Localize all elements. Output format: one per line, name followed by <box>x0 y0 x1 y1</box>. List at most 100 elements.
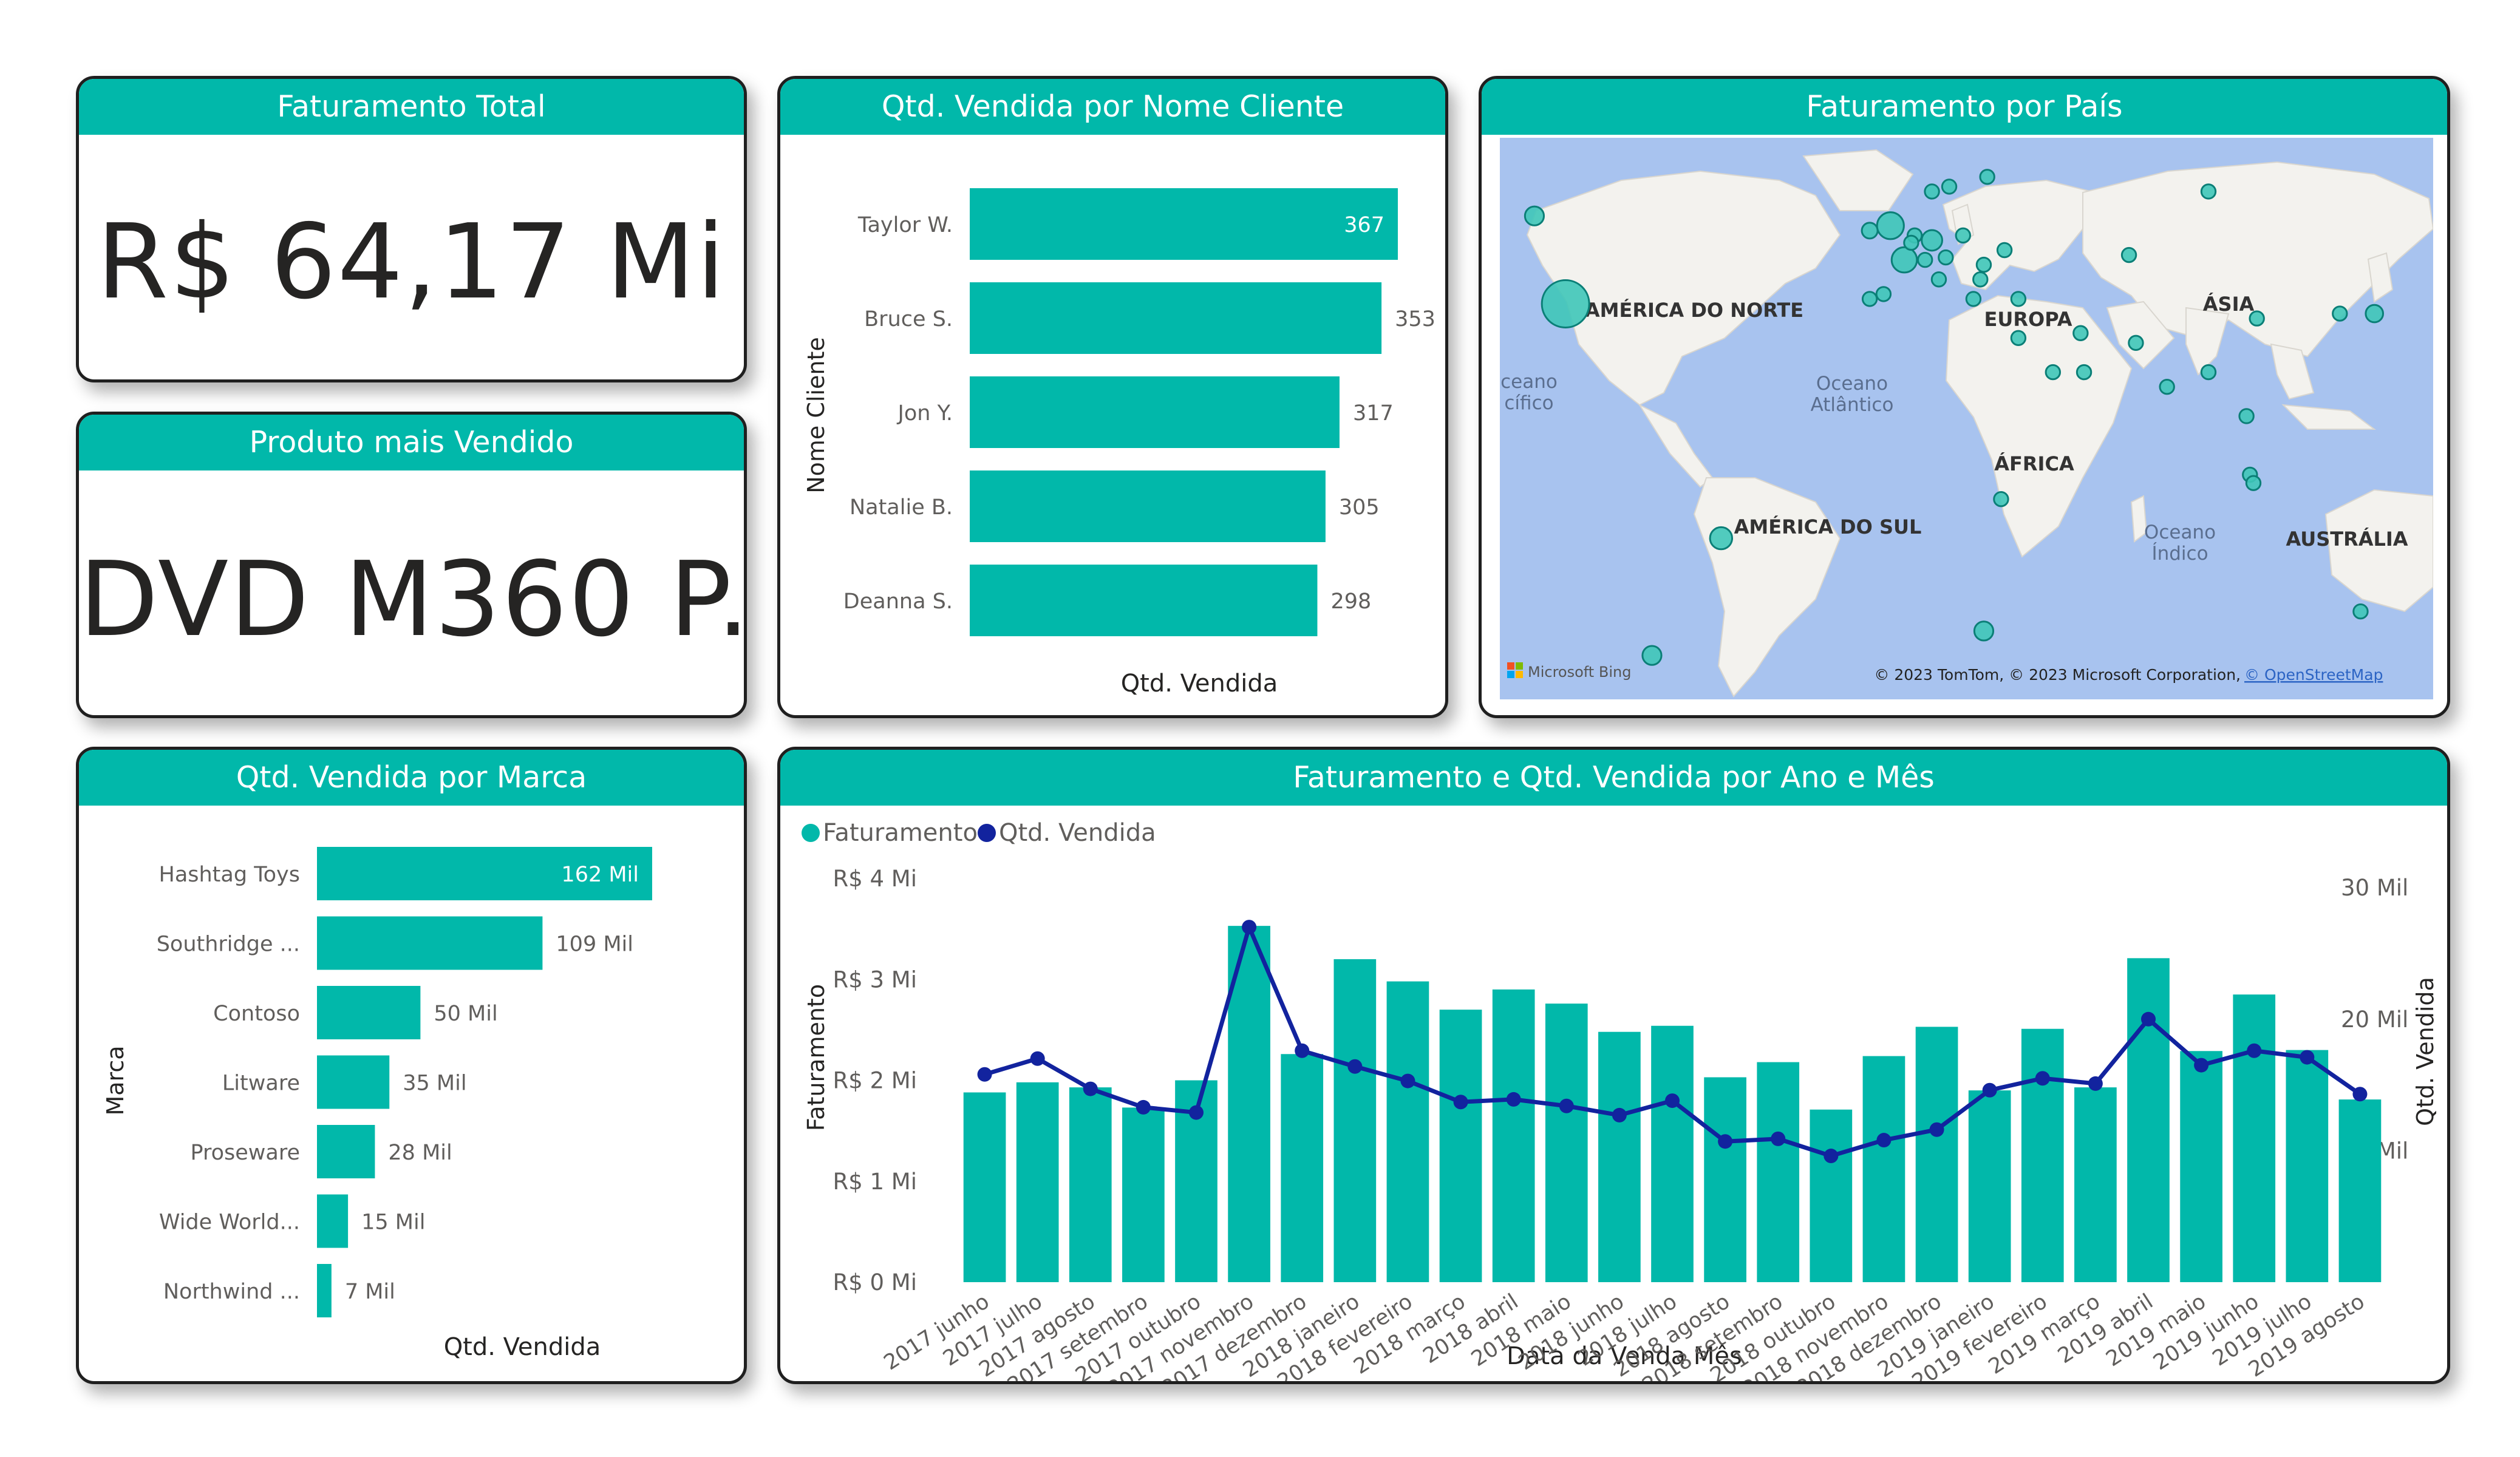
country-bubble-13[interactable] <box>1930 271 1947 288</box>
line-point-22[interactable] <box>2141 1011 2156 1027</box>
line-point-15[interactable] <box>1771 1131 1786 1146</box>
country-bubble-34[interactable] <box>2238 408 2255 424</box>
map-attribution-link[interactable]: © OpenStreetMap <box>2244 666 2383 684</box>
bar-2[interactable] <box>970 376 1340 448</box>
bar-2[interactable] <box>1069 1087 1112 1282</box>
line-point-16[interactable] <box>1824 1149 1839 1164</box>
bar-15[interactable] <box>1757 1062 1800 1282</box>
country-bubble-14[interactable] <box>1916 251 1933 268</box>
bar-26[interactable] <box>2338 1099 2382 1282</box>
combo-legend[interactable]: Faturamento Qtd. Vendida <box>802 819 1156 847</box>
country-bubble-15[interactable] <box>1938 249 1954 266</box>
country-bubble-29[interactable] <box>2120 246 2137 263</box>
map-card[interactable]: Faturamento por País AMÉRICA <box>1479 76 2450 718</box>
bar-13[interactable] <box>1651 1025 1694 1282</box>
bar-17[interactable] <box>1862 1056 1905 1282</box>
country-bubble-11[interactable] <box>1875 286 1892 302</box>
line-point-23[interactable] <box>2194 1058 2209 1073</box>
line-point-9[interactable] <box>1453 1095 1468 1110</box>
line-point-24[interactable] <box>2247 1043 2262 1058</box>
bar-1[interactable] <box>317 916 543 970</box>
country-bubble-22[interactable] <box>1996 242 2013 259</box>
line-point-2[interactable] <box>1083 1081 1098 1096</box>
country-bubble-16[interactable] <box>1955 227 1972 244</box>
country-bubble-9[interactable] <box>1921 229 1943 252</box>
bar-1[interactable] <box>970 282 1382 354</box>
line-point-17[interactable] <box>1876 1133 1892 1148</box>
bar-23[interactable] <box>2180 1051 2222 1282</box>
bar-0[interactable] <box>317 847 652 900</box>
bar-3[interactable] <box>317 1055 390 1109</box>
map-bubbles[interactable] <box>1524 169 2385 666</box>
line-point-1[interactable] <box>1030 1051 1045 1066</box>
bar-12[interactable] <box>1598 1031 1641 1282</box>
country-bubble-23[interactable] <box>1975 256 1992 273</box>
line-point-6[interactable] <box>1295 1043 1310 1058</box>
country-bubble-0[interactable] <box>1541 279 1590 328</box>
bar-24[interactable] <box>2233 994 2276 1282</box>
country-bubble-8[interactable] <box>1890 246 1918 274</box>
bar-3[interactable] <box>970 470 1326 542</box>
country-bubble-24[interactable] <box>2200 183 2217 200</box>
country-bubble-36[interactable] <box>2245 475 2262 491</box>
bar-2[interactable] <box>317 986 421 1039</box>
line-point-5[interactable] <box>1242 920 1257 935</box>
line-point-11[interactable] <box>1559 1098 1574 1113</box>
country-bubble-39[interactable] <box>1993 491 2009 508</box>
bar-22[interactable] <box>2127 958 2170 1282</box>
line-point-26[interactable] <box>2352 1087 2368 1102</box>
line-point-18[interactable] <box>1929 1122 1944 1137</box>
bar-5[interactable] <box>1228 926 1270 1282</box>
bar-20[interactable] <box>2021 1028 2064 1282</box>
brands-card[interactable]: Qtd. Vendida por Marca Marca Qtd. Vendid… <box>76 747 747 1384</box>
country-bubble-3[interactable] <box>1641 645 1663 666</box>
country-bubble-28[interactable] <box>2072 325 2089 341</box>
country-bubble-17[interactable] <box>1941 178 1958 195</box>
country-bubble-6[interactable] <box>1861 222 1879 240</box>
country-bubble-1[interactable] <box>1524 205 1545 226</box>
country-bubble-20[interactable] <box>1965 291 1982 307</box>
line-point-7[interactable] <box>1347 1059 1363 1074</box>
bar-18[interactable] <box>1915 1027 1958 1282</box>
country-bubble-7[interactable] <box>1876 211 1905 240</box>
bar-11[interactable] <box>1545 1004 1588 1282</box>
country-bubble-33[interactable] <box>2249 310 2265 327</box>
customers-card[interactable]: Qtd. Vendida por Nome Cliente Nome Clien… <box>777 76 1448 718</box>
country-bubble-32[interactable] <box>2200 364 2217 381</box>
country-bubble-21[interactable] <box>2010 291 2027 307</box>
bar-8[interactable] <box>1386 981 1429 1282</box>
line-point-3[interactable] <box>1136 1099 1151 1115</box>
line-point-21[interactable] <box>2088 1076 2103 1091</box>
line-point-14[interactable] <box>1718 1134 1733 1149</box>
country-bubble-38[interactable] <box>2365 304 2385 324</box>
bar-0[interactable] <box>963 1092 1006 1282</box>
bar-4[interactable] <box>970 565 1318 636</box>
line-point-8[interactable] <box>1400 1073 1415 1089</box>
country-bubble-31[interactable] <box>2159 379 2175 395</box>
bar-5[interactable] <box>317 1194 349 1248</box>
bar-10[interactable] <box>1492 989 1535 1282</box>
country-bubble-12[interactable] <box>1861 291 1878 307</box>
country-bubble-18[interactable] <box>1924 183 1940 200</box>
country-bubble-19[interactable] <box>1979 169 1995 185</box>
country-bubble-5[interactable] <box>2352 603 2369 620</box>
bar-14[interactable] <box>1704 1077 1746 1282</box>
bar-19[interactable] <box>1968 1090 2011 1282</box>
country-bubble-4[interactable] <box>1973 620 1995 642</box>
country-bubble-25[interactable] <box>2010 330 2027 346</box>
line-point-19[interactable] <box>1982 1082 1997 1098</box>
bar-4[interactable] <box>317 1125 375 1178</box>
bar-0[interactable] <box>970 188 1398 260</box>
country-bubble-26[interactable] <box>2045 364 2062 381</box>
bar-6[interactable] <box>1281 1054 1324 1282</box>
kpi-product-card[interactable]: Produto mais Vendido DVD M360 P... <box>76 412 747 718</box>
line-point-10[interactable] <box>1506 1092 1521 1107</box>
line-point-13[interactable] <box>1665 1093 1680 1109</box>
combo-card[interactable]: Faturamento e Qtd. Vendida por Ano e Mês… <box>777 747 2450 1384</box>
bar-3[interactable] <box>1122 1107 1165 1282</box>
country-bubble-27[interactable] <box>2076 364 2093 381</box>
bar-1[interactable] <box>1016 1082 1059 1282</box>
country-bubble-30[interactable] <box>2128 335 2144 352</box>
line-point-12[interactable] <box>1612 1107 1627 1122</box>
country-bubble-37[interactable] <box>2332 305 2348 322</box>
